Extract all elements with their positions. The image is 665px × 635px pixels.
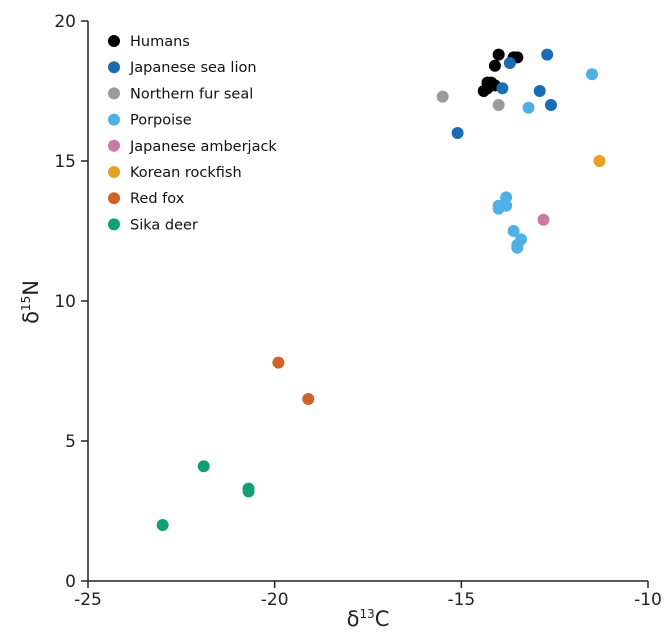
legend-label-japanese-sea-lion: Japanese sea lion	[129, 60, 257, 76]
legend-marker-humans	[108, 35, 120, 47]
point-sika-deer	[197, 460, 210, 473]
legend: Humans Japanese sea lion Northern fur seal…	[108, 34, 277, 233]
point-humans	[492, 48, 505, 61]
legend-label-northern-fur-seal: Northern fur seal	[130, 86, 253, 102]
legend-marker-northern-fur-seal	[108, 87, 120, 100]
legend-marker-porpoise	[108, 113, 120, 126]
y-tick-label: 10	[54, 292, 76, 312]
point-japanese-sea-lion	[544, 99, 557, 111]
y-axis-title: δ15N	[19, 280, 43, 324]
point-northern-fur-seal	[492, 99, 505, 111]
legend-label-korean-rockfish: Korean rockfish	[130, 165, 242, 181]
axes: -25 -20 -15 -10 0 5 10 15 20	[54, 12, 662, 610]
point-korean-rockfish	[593, 155, 606, 167]
x-tick-label: -25	[74, 590, 102, 610]
point-porpoise	[507, 225, 520, 237]
point-porpoise	[500, 191, 513, 204]
legend-marker-japanese-sea-lion	[108, 61, 120, 74]
y-tick-label: 15	[54, 152, 76, 172]
legend-marker-japanese-amberjack	[108, 139, 120, 152]
point-japanese-sea-lion	[503, 57, 516, 69]
point-japanese-sea-lion	[541, 48, 554, 61]
x-tick-label: -20	[261, 590, 289, 610]
x-axis-title: δ13C	[347, 607, 390, 631]
x-tick-label: -15	[447, 590, 475, 610]
point-humans	[488, 59, 501, 72]
point-sika-deer	[242, 485, 255, 498]
y-tick-label: 20	[54, 12, 76, 32]
point-japanese-sea-lion	[496, 82, 509, 95]
point-porpoise	[522, 101, 535, 114]
legend-label-red-fox: Red fox	[130, 191, 185, 207]
point-japanese-sea-lion	[451, 127, 464, 139]
x-tick-label: -10	[634, 590, 662, 610]
legend-label-humans: Humans	[130, 34, 190, 50]
point-japanese-amberjack	[537, 213, 550, 226]
point-northern-fur-seal	[436, 90, 449, 103]
legend-label-japanese-amberjack: Japanese amberjack	[129, 139, 277, 155]
point-porpoise	[511, 241, 524, 254]
data-points	[156, 48, 606, 531]
y-tick-label: 5	[65, 432, 76, 452]
point-sika-deer	[156, 519, 169, 531]
point-porpoise	[586, 68, 598, 81]
point-porpoise	[492, 202, 505, 215]
y-tick-label: 0	[65, 572, 76, 592]
point-red-fox	[272, 356, 285, 369]
legend-marker-sika-deer	[108, 218, 120, 231]
legend-label-porpoise: Porpoise	[130, 113, 192, 129]
point-japanese-sea-lion	[533, 85, 546, 97]
legend-label-sika-deer: Sika deer	[130, 217, 198, 233]
legend-marker-korean-rockfish	[108, 166, 120, 178]
point-red-fox	[302, 393, 315, 405]
legend-marker-red-fox	[108, 192, 120, 205]
